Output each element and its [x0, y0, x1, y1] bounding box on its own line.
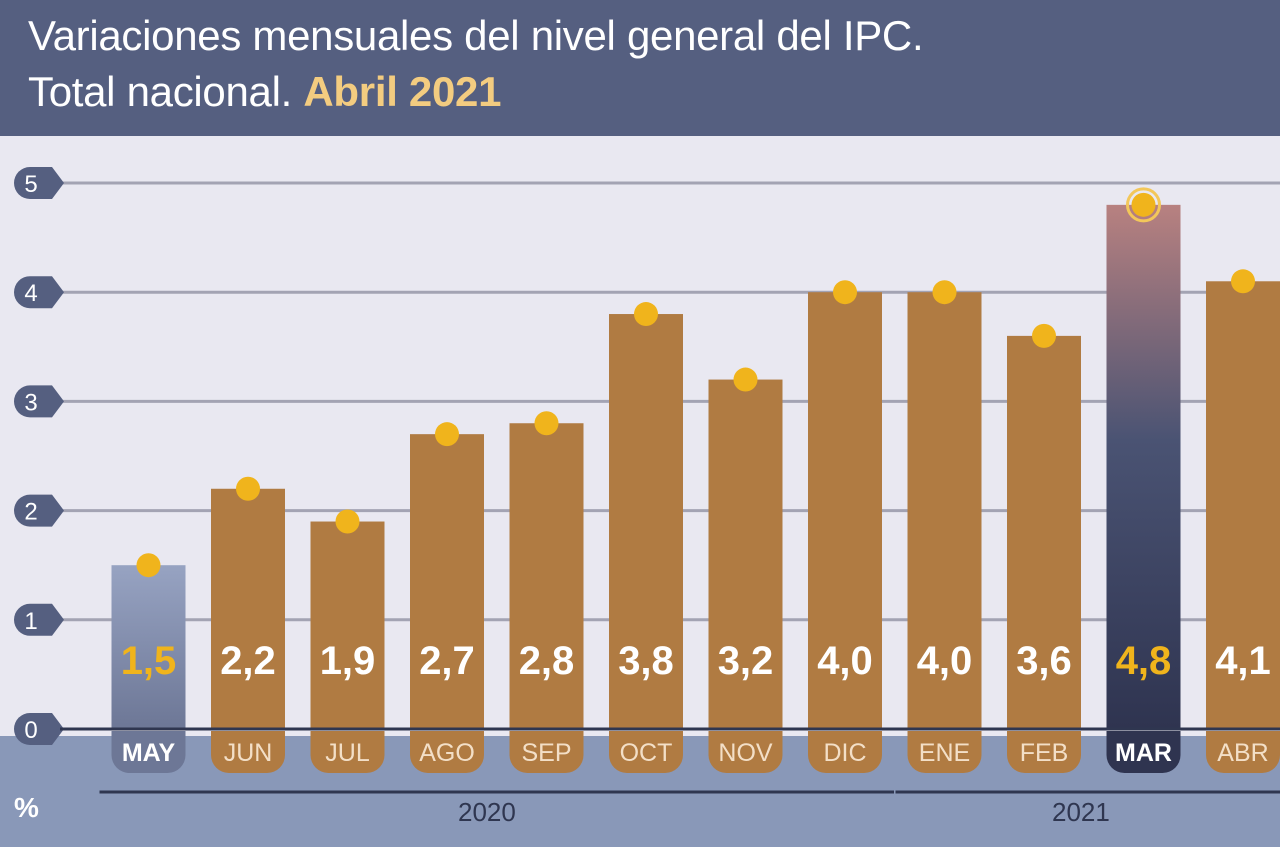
- dot-ring-mar: [1126, 187, 1161, 223]
- dot-feb: [1032, 323, 1056, 348]
- dot-ago: [435, 422, 459, 447]
- y-tick-marker-3: [14, 385, 64, 418]
- dot-oct: [634, 302, 658, 327]
- value-label-mar: 4,8: [1116, 639, 1172, 683]
- y-tick-marker-5: [14, 167, 64, 199]
- bar-jul: [310, 521, 385, 729]
- month-label-may: MAY: [122, 739, 176, 767]
- dot-may: [136, 553, 161, 578]
- y-tick-marker-2: [14, 494, 65, 527]
- month-label-oct: OCT: [620, 739, 673, 767]
- month-label-jul: JUL: [325, 739, 370, 767]
- y-tick-label-2: 2: [24, 499, 37, 526]
- bar-may: [111, 565, 186, 729]
- month-label-abr: ABR: [1217, 739, 1268, 767]
- bar-mar: [1106, 204, 1181, 730]
- value-label-may: 1,5: [121, 639, 177, 683]
- title-highlight: Abril 2021: [303, 68, 502, 115]
- month-tab-jul: [310, 731, 385, 773]
- dot-abr: [1231, 269, 1255, 294]
- title-line-1: Variaciones mensuales del nivel general …: [28, 12, 924, 59]
- value-label-feb: 3,6: [1016, 639, 1072, 683]
- value-label-ene: 4,0: [917, 639, 973, 683]
- month-label-feb: FEB: [1020, 739, 1069, 767]
- y-tick-label-4: 4: [24, 280, 37, 307]
- month-label-jun: JUN: [224, 739, 273, 767]
- y-tick-label-5: 5: [24, 171, 37, 198]
- bar-ago: [410, 434, 484, 729]
- month-tab-dic: [808, 731, 882, 773]
- month-label-ago: AGO: [419, 739, 475, 767]
- month-tab-feb: [1007, 731, 1081, 773]
- bar-ene: [907, 292, 982, 729]
- y-unit-label: %: [14, 792, 39, 823]
- dot-jun: [236, 476, 260, 501]
- month-label-dic: DIC: [823, 739, 866, 767]
- y-tick-label-0: 0: [24, 717, 37, 744]
- y-tick-label-3: 3: [24, 389, 37, 416]
- month-label-nov: NOV: [718, 739, 773, 767]
- bar-oct: [609, 314, 683, 729]
- month-tab-nov: [708, 731, 783, 773]
- y-tick-marker-0: [14, 713, 64, 745]
- dot-mar: [1131, 192, 1156, 217]
- value-label-jul: 1,9: [320, 639, 376, 683]
- value-label-dic: 4,0: [817, 639, 873, 683]
- month-tab-ago: [410, 731, 484, 773]
- month-tab-may: [111, 731, 186, 773]
- bar-dic: [808, 292, 882, 729]
- bar-feb: [1007, 335, 1081, 729]
- month-label-ene: ENE: [919, 739, 970, 767]
- bar-nov: [708, 379, 783, 729]
- title-line-2: Total nacional.: [28, 68, 293, 115]
- month-tab-sep: [509, 731, 584, 773]
- value-label-sep: 2,8: [519, 639, 575, 683]
- value-label-ago: 2,7: [419, 639, 475, 683]
- month-label-sep: SEP: [521, 739, 571, 767]
- y-tick-marker-1: [14, 603, 64, 636]
- month-tab-oct: [609, 731, 683, 773]
- month-tab-mar: [1106, 731, 1181, 773]
- chart-header: Variaciones mensuales del nivel general …: [0, 0, 1280, 136]
- year-label-2021: 2021: [1052, 797, 1110, 827]
- bar-sep: [509, 423, 584, 729]
- dot-ene: [932, 280, 957, 305]
- value-label-oct: 3,8: [618, 639, 674, 683]
- dot-nov: [733, 367, 758, 392]
- bar-jun: [211, 488, 285, 729]
- chart-title: Variaciones mensuales del nivel general …: [28, 8, 924, 120]
- dot-sep: [534, 411, 559, 436]
- year-label-2020: 2020: [458, 797, 516, 827]
- value-label-abr: 4,1: [1215, 639, 1271, 683]
- dot-dic: [833, 280, 857, 305]
- month-tab-abr: [1206, 731, 1280, 773]
- month-tab-ene: [907, 731, 982, 773]
- month-label-mar: MAR: [1115, 739, 1172, 767]
- value-label-nov: 3,2: [718, 639, 774, 683]
- bar-abr: [1206, 281, 1280, 729]
- month-tab-jun: [211, 731, 285, 773]
- y-tick-marker-4: [14, 276, 64, 309]
- dot-jul: [335, 509, 360, 534]
- value-label-jun: 2,2: [220, 639, 276, 683]
- y-tick-label-1: 1: [24, 608, 37, 635]
